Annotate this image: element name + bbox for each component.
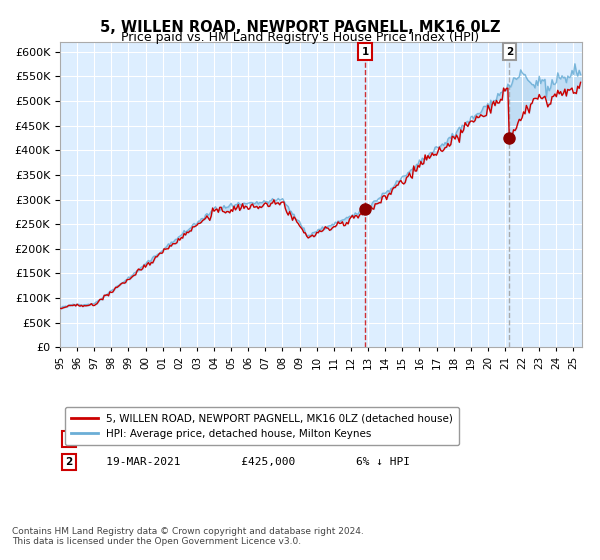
Text: 1: 1 — [65, 434, 73, 444]
Text: Price paid vs. HM Land Registry's House Price Index (HPI): Price paid vs. HM Land Registry's House … — [121, 31, 479, 44]
Text: Contains HM Land Registry data © Crown copyright and database right 2024.
This d: Contains HM Land Registry data © Crown c… — [12, 526, 364, 546]
Text: 1: 1 — [362, 46, 369, 57]
Text: 2: 2 — [506, 46, 513, 57]
Legend: 5, WILLEN ROAD, NEWPORT PAGNELL, MK16 0LZ (detached house), HPI: Average price, : 5, WILLEN ROAD, NEWPORT PAGNELL, MK16 0L… — [65, 407, 459, 445]
Text: 5, WILLEN ROAD, NEWPORT PAGNELL, MK16 0LZ: 5, WILLEN ROAD, NEWPORT PAGNELL, MK16 0L… — [100, 20, 500, 35]
Text: 26-OCT-2012         £280,000         3% ↓ HPI: 26-OCT-2012 £280,000 3% ↓ HPI — [86, 434, 410, 444]
Text: 19-MAR-2021         £425,000         6% ↓ HPI: 19-MAR-2021 £425,000 6% ↓ HPI — [86, 456, 410, 466]
Text: 2: 2 — [65, 456, 73, 466]
